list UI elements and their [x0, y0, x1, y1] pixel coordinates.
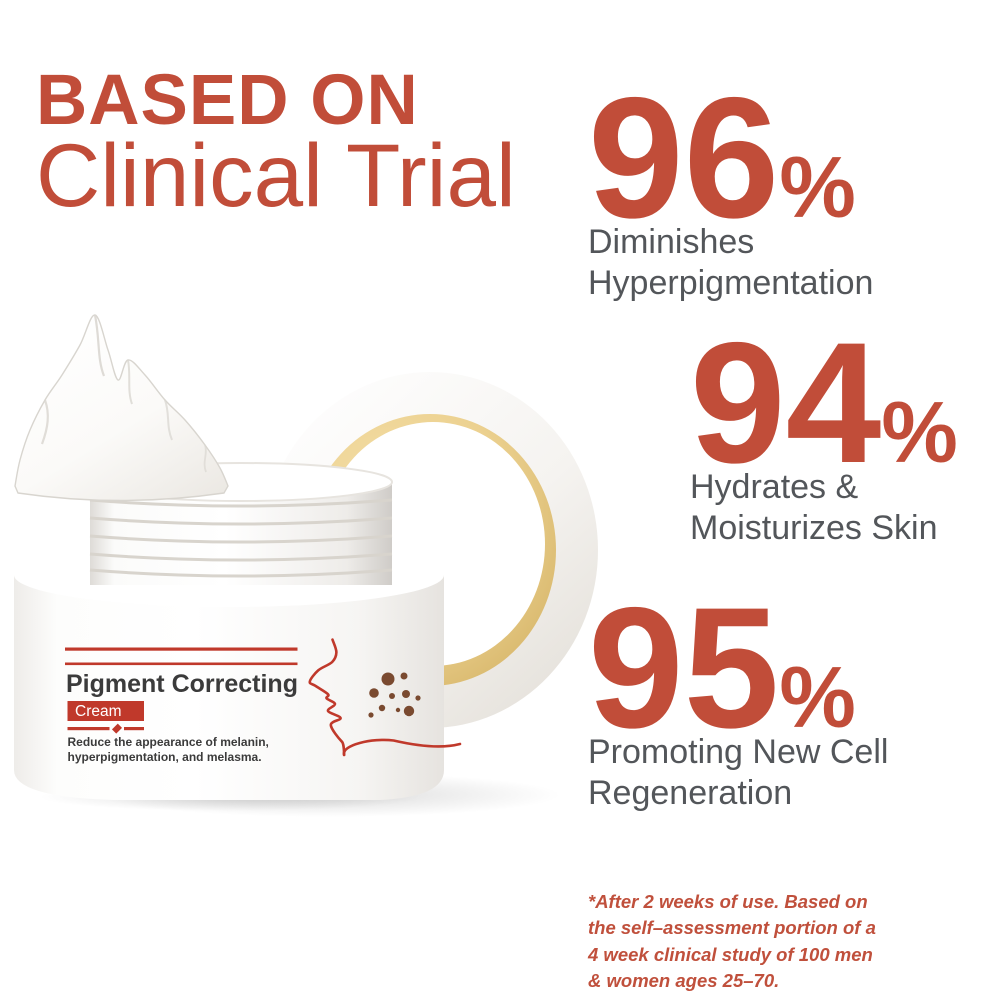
- svg-text:hyperpigmentation, and melasma: hyperpigmentation, and melasma.: [68, 750, 262, 764]
- svg-text:Pigment Correcting: Pigment Correcting: [66, 670, 298, 698]
- svg-text:Cream: Cream: [75, 703, 122, 720]
- svg-text:Reduce the appearance of melan: Reduce the appearance of melanin,: [68, 735, 269, 749]
